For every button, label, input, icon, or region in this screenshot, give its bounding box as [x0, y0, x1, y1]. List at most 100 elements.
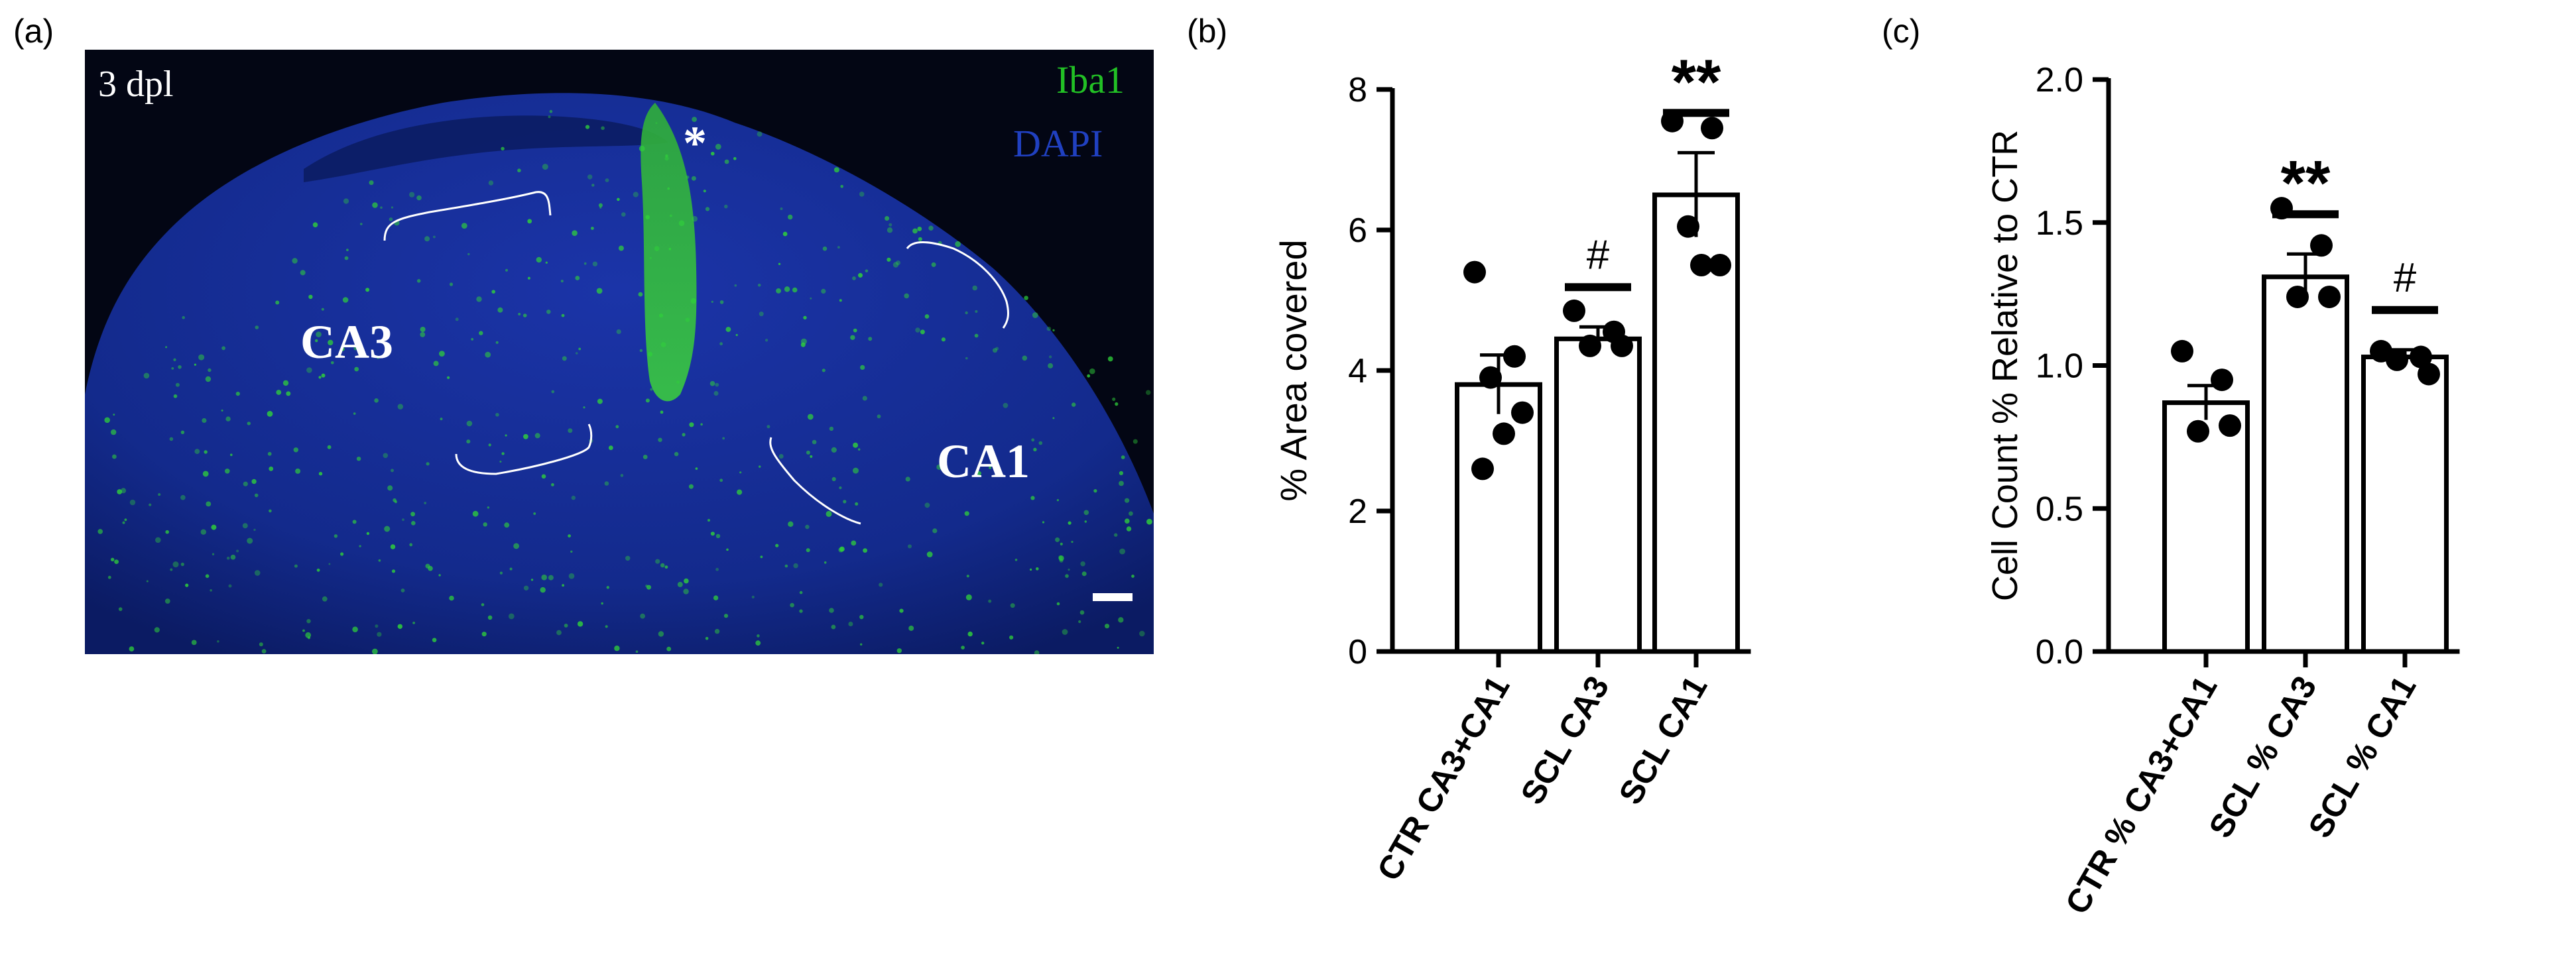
microglia-cell	[660, 563, 665, 568]
microglia-cell	[892, 262, 899, 268]
microglia-cell	[782, 231, 788, 237]
microglia-cell	[850, 335, 855, 340]
microglia-cell	[1146, 390, 1151, 395]
microglia-cell	[788, 214, 793, 220]
microglia-cell	[941, 337, 946, 342]
microglia-cell	[1056, 499, 1059, 502]
microglia-cell	[542, 164, 548, 170]
microglia-cell	[860, 365, 865, 370]
microglia-cell	[1083, 510, 1089, 516]
microglia-cell	[1033, 447, 1037, 451]
microglia-cell	[1146, 518, 1152, 525]
microglia-cell	[1093, 489, 1097, 493]
microglia-cell	[518, 313, 521, 315]
microglia-cell	[483, 522, 487, 527]
microglia-cell	[178, 365, 182, 369]
microglia-cell	[865, 269, 869, 273]
microglia-cell	[667, 187, 670, 190]
microglia-cell	[1084, 520, 1087, 523]
microglia-cell	[359, 545, 361, 547]
microglia-cell	[261, 649, 267, 653]
microglia-cell	[640, 613, 645, 619]
microglia-cell	[481, 603, 485, 606]
microglia-cell	[293, 447, 298, 453]
y-tick-label: 0.5	[2036, 490, 2083, 528]
microglia-cell	[618, 245, 624, 251]
microglia-cell	[225, 416, 231, 422]
microglia-cell	[800, 338, 807, 345]
microglia-cell	[1048, 355, 1052, 359]
data-point	[2410, 345, 2432, 368]
microglia-cell	[254, 570, 261, 576]
microglia-cell	[322, 596, 328, 602]
microglia-cell	[812, 439, 817, 445]
microglia-cell	[173, 394, 178, 398]
microglia-cell	[488, 443, 491, 447]
microglia-cell	[327, 445, 332, 449]
y-tick-label: 6	[1348, 211, 1367, 250]
y-tick-label: 2.0	[2036, 61, 2083, 99]
microglia-cell	[572, 230, 578, 237]
microglia-cell	[658, 437, 662, 442]
microglia-cell	[591, 227, 594, 230]
microglia-cell	[321, 373, 326, 378]
microglia-cell	[205, 574, 210, 578]
microglia-cell	[599, 206, 602, 209]
microglia-cell	[254, 493, 259, 498]
microglia-cell	[194, 449, 200, 454]
x-category-label: SCL CA3	[1514, 670, 1617, 811]
y-tick-label: 0.0	[2036, 633, 2083, 671]
microglia-cell	[803, 315, 807, 319]
region-ca3-label: CA3	[300, 315, 393, 368]
microglia-cell	[409, 543, 413, 547]
microglia-cell	[839, 299, 842, 302]
tissue-section	[85, 93, 1154, 654]
microglia-cell	[733, 157, 737, 160]
microglia-cell	[899, 608, 904, 613]
microglia-cell	[1107, 356, 1113, 362]
microglia-cell	[868, 337, 873, 341]
microglia-cell	[485, 351, 491, 358]
microglia-cell	[715, 144, 721, 150]
microglia-cell	[536, 256, 542, 263]
microglia-cell	[776, 288, 781, 294]
microglia-cell	[165, 530, 169, 534]
microglia-cell	[253, 528, 256, 532]
microglia-cell	[780, 207, 783, 210]
microglia-cell	[170, 568, 173, 571]
microglia-cell	[501, 452, 505, 455]
microglia-cell	[122, 521, 125, 524]
microglia-cell	[917, 227, 922, 231]
lesion-asterisk: *	[683, 117, 707, 170]
microglia-cell	[295, 468, 301, 474]
microglia-cell	[635, 650, 639, 653]
microglia-cell	[858, 448, 861, 451]
microglia-cell	[784, 564, 788, 568]
microglia-cell	[592, 261, 598, 266]
microglia-cell	[487, 615, 493, 620]
microglia-cell	[202, 418, 207, 424]
microglia-cell	[353, 412, 356, 415]
microglia-cell	[1058, 555, 1064, 561]
microglia-cell	[461, 223, 467, 229]
microglia-cell	[1115, 402, 1119, 406]
microglia-cell	[965, 594, 972, 600]
microglia-cell	[605, 178, 609, 182]
microglia-cell	[1125, 518, 1130, 524]
microglia-cell	[649, 256, 652, 259]
microglia-cell	[961, 646, 965, 650]
microglia-cell	[402, 518, 404, 521]
microglia-cell	[837, 246, 840, 249]
microglia-cell	[1131, 575, 1135, 578]
microglia-cell	[282, 380, 289, 386]
microglia-cell	[826, 510, 832, 517]
microglia-cell	[149, 503, 152, 506]
microglia-cell	[275, 300, 280, 305]
microglia-cell	[217, 640, 219, 643]
microglia-cell	[397, 624, 402, 629]
microglia-cell	[936, 464, 942, 470]
microglia-cell	[1014, 558, 1018, 561]
microglia-cell	[315, 339, 318, 343]
microglia-cell	[1024, 296, 1028, 300]
data-point	[2211, 368, 2233, 392]
